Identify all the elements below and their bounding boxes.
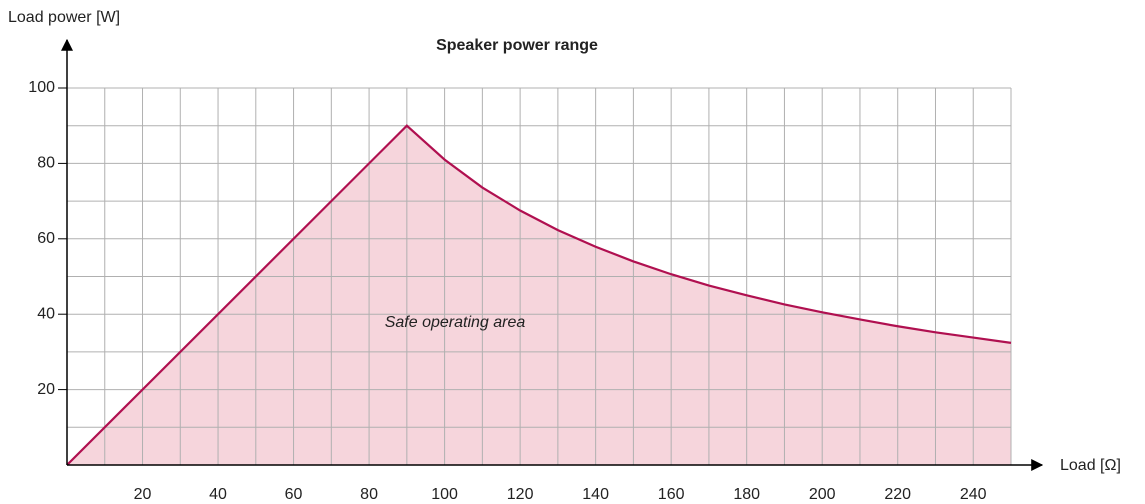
x-tick-label: 160 (658, 486, 685, 503)
x-tick-label: 200 (809, 486, 836, 503)
y-tick-label: 20 (37, 381, 55, 398)
y-axis-label: Load power [W] (8, 9, 120, 26)
area (67, 125, 1011, 465)
y-tick-label: 100 (28, 79, 55, 96)
x-tick-label: 140 (582, 486, 609, 503)
grid: 20 40 60 80 100 120 140 160 180 200 220 240 20 40 60 80… (28, 79, 986, 503)
x-axis-label: Load [Ω] (1060, 457, 1121, 474)
y-tick-label: 60 (37, 230, 55, 247)
x-tick-label: 180 (733, 486, 760, 503)
x-tick-label: 60 (285, 486, 303, 503)
annotation: Safe operating area (385, 314, 526, 331)
chart-title: Speaker power range (436, 37, 598, 54)
x-tick-label: 220 (884, 486, 911, 503)
x-tick-label: 240 (960, 486, 987, 503)
y-tick-label: 40 (37, 305, 55, 322)
x-tick-label: 120 (507, 486, 534, 503)
x-tick-label: 40 (209, 486, 227, 503)
x-tick-label: 100 (431, 486, 458, 503)
plot (66, 87, 1012, 466)
x-tick-label: 80 (360, 486, 378, 503)
line (66, 124, 1012, 466)
x-tick-label: 20 (134, 486, 152, 503)
y-tick-label: 80 (37, 155, 55, 172)
